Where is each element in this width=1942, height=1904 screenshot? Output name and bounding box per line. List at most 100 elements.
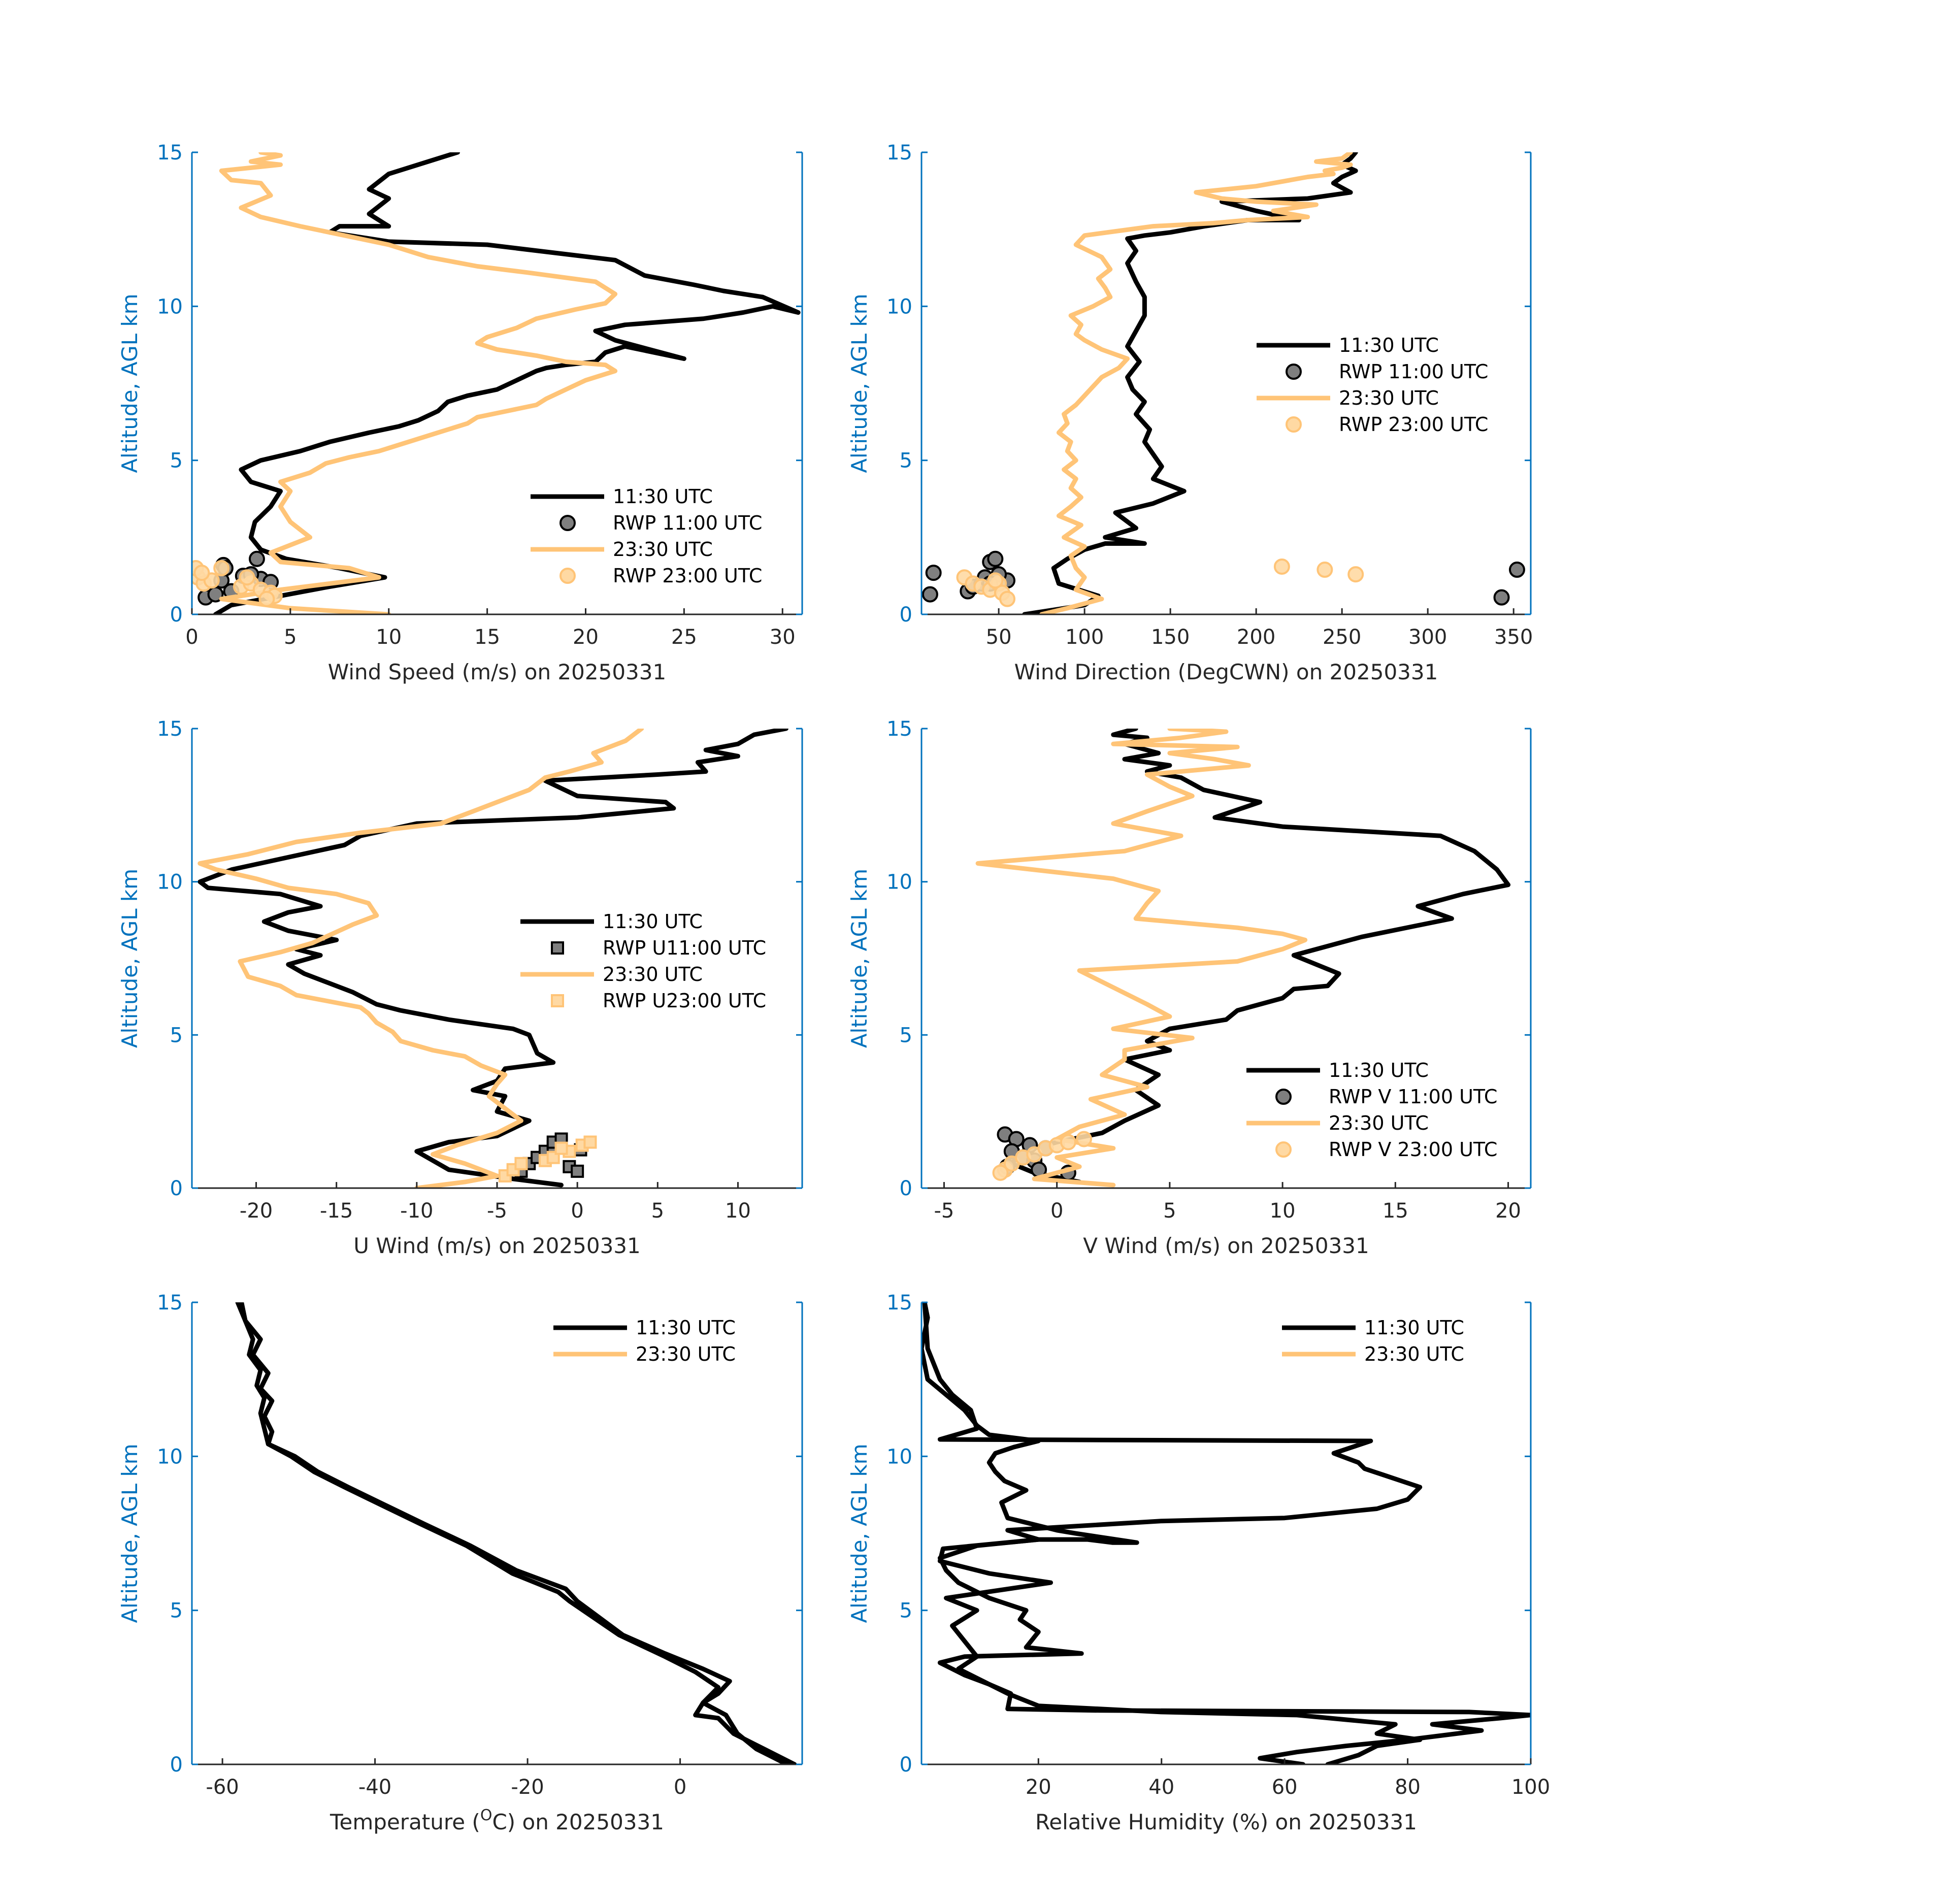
series-line-1130	[922, 1302, 1423, 1764]
x-tick-label: 5	[284, 626, 297, 649]
series-line-1130	[213, 152, 801, 614]
y-axis-label: Altitude, AGL km	[847, 293, 872, 473]
rwp-point-1100	[1508, 562, 1525, 578]
x-tick-label: 30	[770, 626, 796, 649]
x-tick-label: 20	[1026, 1776, 1051, 1799]
x-axis-label: Relative Humidity (%) on 20250331	[1035, 1810, 1417, 1834]
legend-label: RWP 11:00 UTC	[613, 512, 762, 534]
rwp-point-2300	[987, 572, 1004, 589]
y-axis-label: Altitude, AGL km	[117, 1443, 142, 1623]
legend: 11:30 UTC RWP 11:00 UTC 23:30 UTC RWP 23:00…	[1257, 334, 1488, 436]
series-line-2330	[219, 152, 618, 614]
y-tick-label: 10	[886, 871, 912, 894]
y-tick-label: 5	[900, 1599, 912, 1623]
legend-label: 23:30 UTC	[1339, 387, 1439, 409]
x-tick-label: -15	[320, 1199, 353, 1223]
x-axis-label-superscript: O	[480, 1807, 492, 1824]
x-tick-label: 5	[1163, 1199, 1176, 1223]
legend-label: 23:30 UTC	[636, 1343, 736, 1365]
legend-label: RWP 23:00 UTC	[1339, 413, 1488, 436]
x-tick-label: -60	[206, 1776, 239, 1799]
x-axis-label-prefix: Temperature (	[330, 1810, 480, 1834]
x-tick-label: 350	[1494, 626, 1533, 649]
x-axis-label: V Wind (m/s) on 20250331	[1083, 1233, 1369, 1258]
x-tick-label: -5	[934, 1199, 954, 1223]
chart-v-wind: -5 0 5 10 15 20 0 5 10 15 V Wind (m/s) on 20250331…	[847, 717, 1532, 1258]
legend-marker-1100	[1286, 364, 1302, 380]
x-tick-label: 0	[1050, 1199, 1063, 1223]
x-tick-label: 100	[1511, 1776, 1550, 1799]
legend-marker-2300	[551, 994, 564, 1007]
chart-relative-humidity: 20 40 60 80 100 0 5 10 15 Relative Humidity (%) o…	[847, 1291, 1550, 1834]
y-tick-label: 10	[157, 1445, 183, 1468]
chart-wind-speed: 0 5 10 15 20 25 30 0 5 10 15 Wind Speed (m/s) on 20…	[117, 141, 803, 684]
rwp-point-2300	[999, 590, 1016, 607]
x-tick-label: 10	[376, 626, 402, 649]
legend-label: 11:30 UTC	[1364, 1317, 1464, 1339]
y-tick-label: 0	[900, 1177, 912, 1200]
y-tick-label: 10	[157, 295, 183, 318]
legend-marker-2300	[1286, 416, 1302, 433]
legend-marker-1100	[551, 941, 564, 955]
rwp-point-1100	[248, 550, 265, 567]
rwp-point-2300	[258, 590, 275, 607]
y-tick-label: 0	[170, 1753, 183, 1777]
legend-label: 23:30 UTC	[1364, 1343, 1464, 1365]
x-tick-label: 250	[1323, 626, 1361, 649]
series-line-2330	[1039, 152, 1353, 614]
x-tick-label: 0	[185, 626, 198, 649]
chart-temperature: -60 -40 -20 0 0 5 10 15 Temperature (OC) on 2025…	[117, 1291, 803, 1834]
legend-label: RWP V 11:00 UTC	[1329, 1086, 1497, 1108]
rwp-point-2300	[1347, 566, 1364, 583]
y-axis-label: Altitude, AGL km	[117, 869, 142, 1048]
rwp-point-2300	[1076, 1131, 1092, 1147]
x-tick-label: 10	[1270, 1199, 1296, 1223]
legend-label: RWP 11:00 UTC	[1339, 360, 1488, 383]
plot-area	[975, 729, 1511, 1188]
y-tick-label: 15	[886, 141, 912, 165]
y-tick-label: 10	[886, 1445, 912, 1468]
rwp-point-2300	[213, 560, 230, 576]
rwp-point-2300	[554, 1141, 568, 1155]
legend-label: RWP 23:00 UTC	[613, 565, 762, 587]
legend-label: 11:30 UTC	[603, 910, 703, 933]
x-axis-label: Temperature (OC) on 20250331	[330, 1807, 664, 1834]
legend: 11:30 UTC RWP U11:00 UTC 23:30 UTC RWP U23:…	[520, 910, 766, 1012]
legend: 11:30 UTC 23:30 UTC	[553, 1317, 736, 1365]
plot-area	[921, 1302, 1531, 1764]
rwp-point-2300	[992, 1164, 1009, 1181]
legend-label: 11:30 UTC	[636, 1317, 736, 1339]
legend-marker-1100	[1275, 1089, 1292, 1105]
legend-label: 23:30 UTC	[603, 963, 703, 986]
y-tick-label: 10	[886, 295, 912, 318]
series-line-1130	[198, 729, 788, 1188]
y-tick-label: 0	[170, 1177, 183, 1200]
plot-area	[198, 729, 788, 1188]
x-tick-label: 25	[671, 626, 697, 649]
rwp-point-2300	[1060, 1134, 1076, 1151]
rwp-point-2300	[239, 569, 255, 586]
y-axis-label: Altitude, AGL km	[847, 869, 872, 1048]
x-axis-label: Wind Direction (DegCWN) on 20250331	[1014, 660, 1438, 684]
rwp-point-1100	[925, 565, 942, 581]
legend: 11:30 UTC RWP 11:00 UTC 23:30 UTC RWP 23:00…	[531, 485, 762, 587]
legend: 11:30 UTC RWP V 11:00 UTC 23:30 UTC RWP V 2…	[1246, 1059, 1497, 1161]
plot-area	[192, 152, 801, 614]
x-tick-label: -5	[487, 1199, 507, 1223]
y-axis-label: Altitude, AGL km	[847, 1443, 872, 1623]
x-tick-label: 0	[571, 1199, 583, 1223]
legend: 11:30 UTC 23:30 UTC	[1282, 1317, 1464, 1365]
y-axis-label: Altitude, AGL km	[117, 293, 142, 473]
series-line-2330	[975, 729, 1308, 1188]
legend-label: RWP V 23:00 UTC	[1329, 1138, 1497, 1161]
legend-label: 23:30 UTC	[1329, 1112, 1429, 1134]
x-tick-label: 80	[1395, 1776, 1421, 1799]
rwp-point-2300	[1273, 558, 1290, 575]
rwp-point-2300	[583, 1135, 597, 1149]
chart-wind-direction: 50 100 150 200 250 300 350 0 5 10 15 Wind Direction…	[847, 141, 1533, 684]
series-line-1130	[239, 1302, 789, 1764]
y-tick-label: 5	[170, 1599, 183, 1623]
